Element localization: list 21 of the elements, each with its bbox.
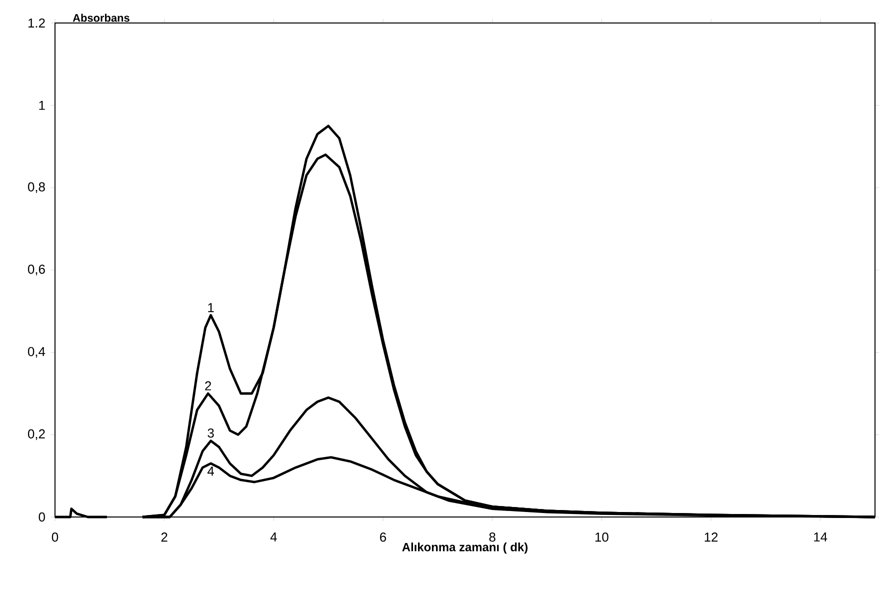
y-axis-title: Absorbans bbox=[72, 14, 130, 22]
x-tick-label: 2 bbox=[161, 532, 168, 542]
x-tick-label: 6 bbox=[380, 532, 386, 542]
y-tick-label: 0,6 bbox=[28, 264, 45, 276]
series-label: 2 bbox=[205, 381, 212, 390]
y-tick-label: 1 bbox=[39, 100, 45, 110]
y-tick-label: 0,8 bbox=[28, 182, 45, 194]
x-tick-label: 12 bbox=[704, 532, 718, 542]
y-tick-label: 0 bbox=[38, 512, 45, 522]
y-tick-label: 1.2 bbox=[28, 18, 45, 28]
series-label: 3 bbox=[208, 428, 214, 438]
series-label: 1 bbox=[208, 303, 214, 312]
x-tick-label: 14 bbox=[814, 532, 828, 542]
x-tick-label: 10 bbox=[595, 532, 608, 542]
x-tick-label: 4 bbox=[270, 532, 277, 542]
x-tick-label: 0 bbox=[52, 532, 58, 542]
x-tick-label: 8 bbox=[489, 532, 496, 542]
y-tick-label: 0,4 bbox=[28, 346, 46, 358]
x-axis-title: Alıkonma zamanı ( dk) bbox=[402, 542, 528, 554]
series-label: 4 bbox=[207, 466, 214, 476]
y-tick-label: 0,2 bbox=[28, 429, 45, 440]
